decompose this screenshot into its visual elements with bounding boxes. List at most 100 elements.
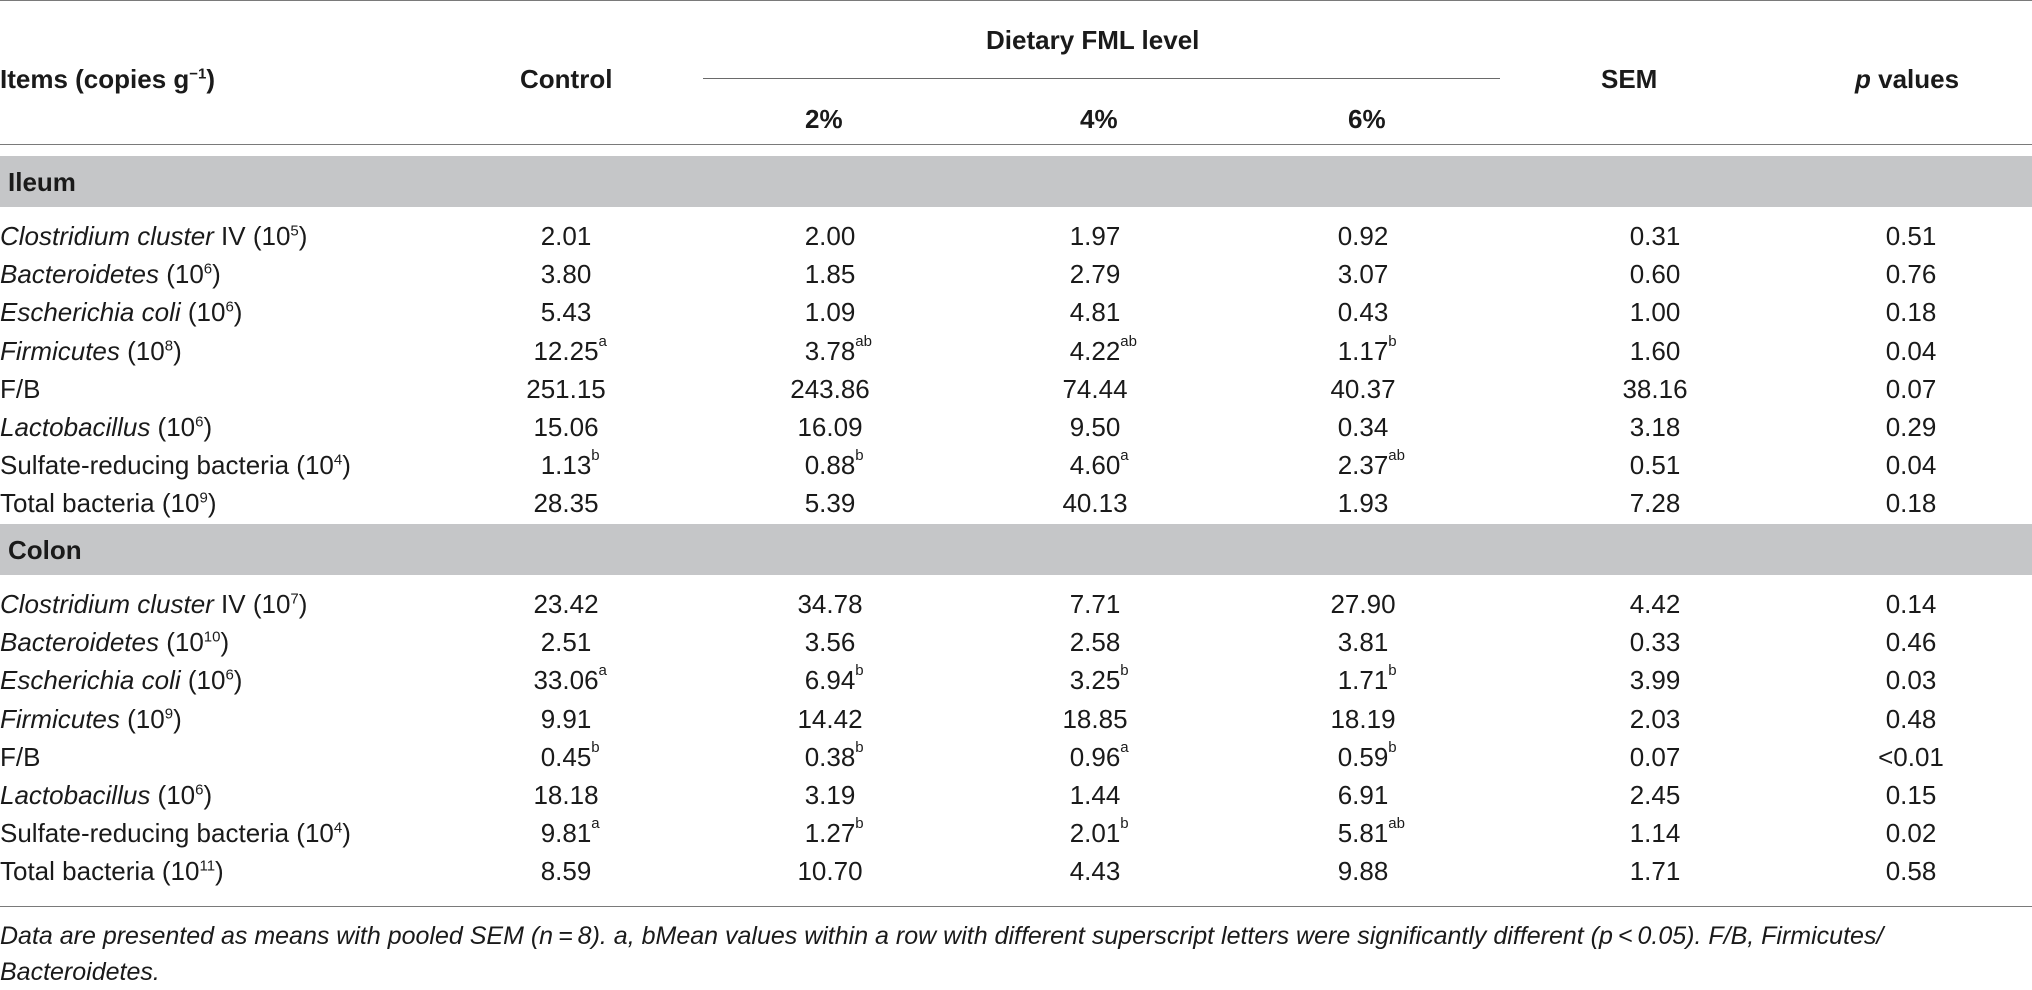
cell-control: 3.80 — [541, 259, 592, 290]
cell-fml-6: 0.92 — [1338, 221, 1389, 252]
header-group-rule — [703, 78, 1500, 79]
cell-number: 34.78 — [797, 589, 863, 619]
cell-value: 16.09 — [797, 412, 862, 443]
row-label: Bacteroidetes (1010) — [0, 627, 229, 658]
cell-value: 0.45 b — [541, 739, 600, 773]
row-label-name: Clostridium cluster — [0, 221, 214, 251]
significance-superscript: a — [1120, 738, 1129, 756]
row-label-exponent: 4 — [333, 451, 343, 469]
cell-fml-6: 6.91 — [1338, 780, 1389, 811]
row-label-exponent: 6 — [225, 298, 234, 316]
cell-number: 2.37 — [1337, 450, 1389, 481]
cell-number: 3.19 — [804, 780, 856, 810]
cell-fml-4: 40.13 — [1062, 488, 1127, 519]
row-label-exponent: 7 — [290, 590, 299, 608]
cell-fml-2: 1.09 — [805, 297, 856, 328]
cell-value: 0.15 — [1886, 780, 1937, 811]
cell-value: 1.13 b — [541, 447, 600, 481]
cell-fml-2: 6.94 b — [805, 662, 864, 696]
row-label-unit: IV (10 — [213, 589, 291, 619]
row-label: F/B — [0, 374, 40, 405]
cell-fml-4: 2.79 — [1070, 259, 1121, 290]
cell-number: 23.42 — [533, 589, 599, 619]
cell-number: 1.85 — [804, 259, 856, 290]
cell-number: 18.19 — [1330, 703, 1396, 734]
table-top-rule — [0, 0, 2032, 1]
row-label-close: ) — [203, 412, 213, 442]
cell-fml-6: 0.43 — [1338, 297, 1389, 328]
cell-value: 1.14 — [1630, 818, 1681, 849]
cell-fml-6: 1.71 b — [1338, 662, 1397, 696]
cell-control: 18.18 — [533, 780, 598, 811]
cell-number: 40.37 — [1330, 373, 1396, 404]
row-label-unit: IV (10 — [213, 221, 291, 251]
cell-value: 0.07 — [1630, 742, 1681, 773]
cell-fml-4: 1.97 — [1070, 221, 1121, 252]
cell-value: 0.59 b — [1338, 739, 1397, 773]
cell-number: 0.88 — [804, 450, 856, 481]
table-row: Total bacteria (1011) 8.59 10.70 4.43 9.88 1.… — [0, 850, 2032, 888]
cell-value: 40.13 — [1062, 488, 1127, 519]
cell-value: 12.25 a — [533, 333, 606, 367]
cell-number: 9.91 — [540, 703, 592, 734]
cell-value: 1.27 b — [805, 815, 864, 849]
significance-superscript: ab — [1388, 447, 1405, 465]
cell-sem: 7.28 — [1630, 488, 1681, 519]
cell-fml-2: 243.86 — [790, 374, 870, 405]
cell-value: 34.78 — [797, 589, 862, 620]
table-row: Clostridium cluster IV (105) 2.01 2.00 1.97… — [0, 215, 2032, 253]
cell-sem: 1.14 — [1630, 818, 1681, 849]
significance-superscript: ab — [855, 332, 872, 350]
cell-fml-4: 3.25 b — [1069, 662, 1129, 696]
row-label-unit: (10 — [289, 450, 334, 481]
cell-fml-2: 3.56 — [805, 627, 856, 658]
section-title: Colon — [8, 535, 82, 565]
cell-number: 0.38 — [804, 741, 856, 772]
cell-number: 16.09 — [797, 412, 863, 442]
cell-value: 9.81 a — [541, 815, 600, 849]
cell-number: 2.51 — [540, 627, 592, 658]
row-label-name: Lactobacillus — [0, 780, 151, 810]
header-p-values: p values — [1855, 64, 1959, 95]
row-label: Clostridium cluster IV (105) — [0, 221, 307, 252]
cell-number: 0.15 — [1885, 780, 1937, 810]
cell-fml-4: 4.22 ab — [1070, 333, 1137, 367]
cell-fml-6: 5.81 ab — [1338, 815, 1405, 849]
header-control: Control — [520, 64, 613, 94]
cell-value: 1.00 — [1630, 297, 1681, 328]
cell-number: 1.97 — [1069, 221, 1121, 251]
cell-value: 40.37 — [1330, 374, 1395, 405]
cell-value: 18.85 — [1062, 704, 1127, 735]
cell-p-value: 0.15 — [1886, 780, 1937, 811]
cell-value: 0.04 — [1886, 450, 1937, 481]
section-header-ileum: Ileum — [0, 156, 2032, 207]
row-label-exponent: 6 — [195, 781, 204, 799]
cell-control: 2.51 — [541, 627, 592, 658]
cell-value: 3.99 — [1630, 665, 1681, 696]
footnote-text: Data are presented as means with pooled … — [0, 922, 1884, 986]
table-row: Escherichia coli (106) 5.43 1.09 4.81 0.43 1.… — [0, 291, 2032, 329]
header-p-rest: values — [1870, 64, 1960, 94]
cell-number: 3.56 — [804, 627, 856, 658]
cell-number: 0.51 — [1885, 221, 1937, 251]
cell-number: 74.44 — [1062, 373, 1128, 404]
cell-value: 2.79 — [1070, 259, 1121, 290]
cell-value: 28.35 — [533, 488, 598, 519]
row-label: Bacteroidetes (106) — [0, 259, 221, 290]
cell-number: 3.25 — [1069, 665, 1121, 696]
cell-value: 9.50 — [1070, 412, 1121, 443]
cell-control: 2.01 — [541, 221, 592, 252]
cell-fml-4: 74.44 — [1062, 374, 1127, 405]
cell-fml-6: 40.37 — [1330, 374, 1395, 405]
table-row: Lactobacillus (106) 15.06 16.09 9.50 0.34 3.1… — [0, 406, 2032, 444]
table-footnote: Data are presented as means with pooled … — [0, 918, 2000, 990]
cell-number: 2.79 — [1069, 259, 1121, 290]
cell-number: 0.02 — [1885, 818, 1937, 849]
table-row: F/B 0.45 b 0.38 b 0.96 a 0.59 b 0.07 <0.01 — [0, 736, 2032, 774]
cell-fml-6: 18.19 — [1330, 704, 1395, 735]
row-label-unit: (10 — [180, 665, 226, 696]
cell-number: 3.78 — [804, 335, 856, 366]
header-p-italic: p — [1855, 64, 1871, 94]
cell-number: 4.81 — [1069, 297, 1121, 328]
cell-sem: 0.31 — [1630, 221, 1681, 252]
